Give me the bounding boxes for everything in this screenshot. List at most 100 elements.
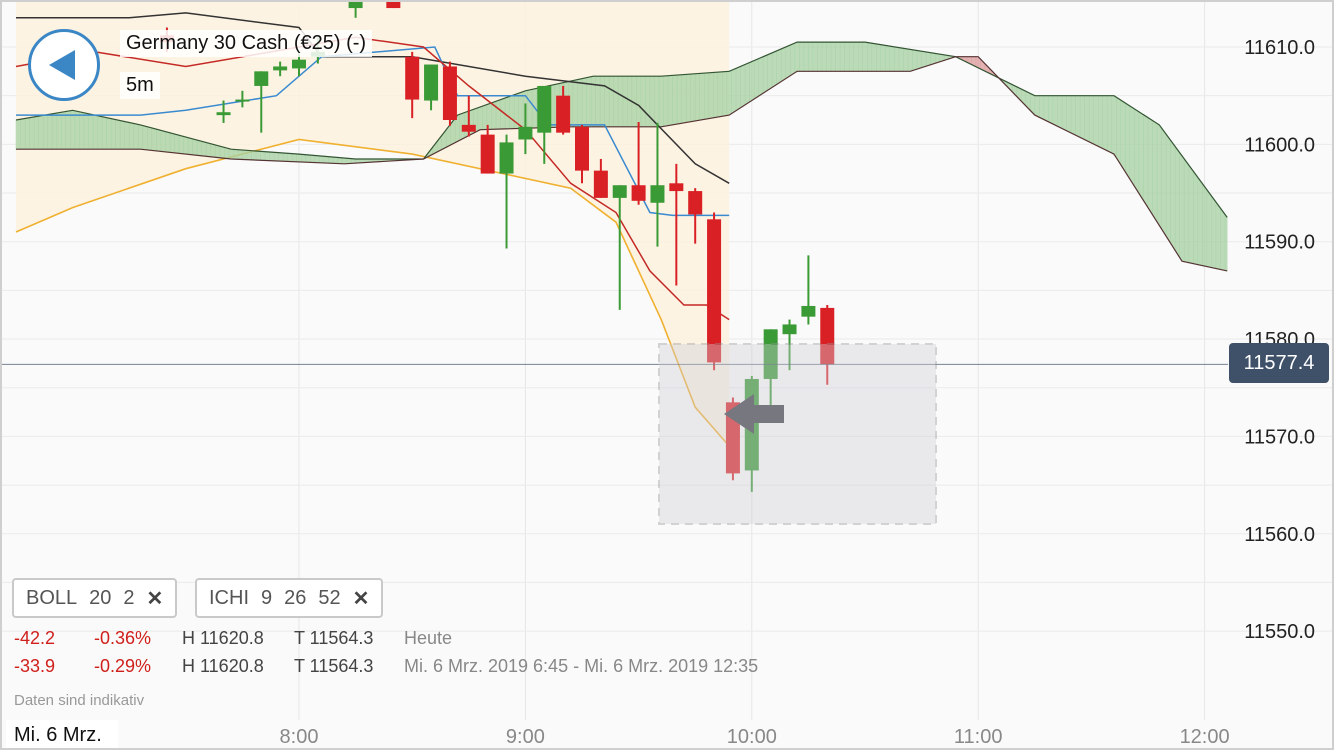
indicator-chip-boll[interactable]: BOLL 20 2 ✕ [12, 578, 178, 618]
cloud-segment [319, 155, 325, 164]
candle-body [273, 66, 288, 71]
cloud-segment [156, 128, 162, 152]
cloud-segment [722, 71, 728, 117]
cloud-segment [142, 125, 148, 151]
cloud-segment [224, 147, 230, 160]
cloud-segment [889, 45, 895, 72]
candle [216, 100, 231, 123]
cloud-segment [92, 114, 98, 150]
cloud-segment [79, 111, 85, 150]
cloud-segment [124, 121, 130, 150]
candle-body [405, 56, 420, 100]
cloud-segment [237, 149, 243, 160]
close-icon[interactable]: ✕ [352, 587, 370, 610]
cloud-segment [246, 150, 252, 161]
back-arrow-icon [49, 50, 75, 80]
back-button[interactable] [28, 29, 100, 101]
cloud-segment [38, 114, 44, 150]
x-tick-label: 9:00 [506, 726, 545, 748]
cloud-segment [323, 155, 329, 164]
candle-body [669, 183, 684, 192]
cloud-segment [785, 44, 791, 80]
candle [820, 304, 835, 385]
cloud-segment [622, 75, 628, 128]
cloud-segment [20, 118, 26, 150]
candle [461, 95, 476, 137]
cloud-segment [264, 151, 270, 161]
candle [386, 2, 401, 9]
cloud-segment [296, 153, 302, 163]
cloud-segment [1070, 95, 1076, 136]
candle [801, 255, 816, 325]
cloud-segment [844, 41, 850, 72]
cloud-segment [219, 145, 225, 159]
cloud-segment [24, 117, 30, 150]
cloud-segment [912, 49, 918, 72]
bollinger-lower [15, 138, 730, 447]
candle-body [612, 185, 627, 198]
cloud-segment [916, 50, 922, 70]
cloud-segment [581, 77, 587, 128]
cloud-segment [495, 99, 501, 130]
cloud-segment [871, 42, 877, 72]
y-tick-label: 11550.0 [1244, 621, 1315, 643]
cloud-segment [477, 105, 483, 132]
cloud-segment [862, 41, 868, 72]
indicator-chip-ichi[interactable]: ICHI 9 26 52 ✕ [195, 578, 384, 618]
cloud-segment [712, 71, 719, 119]
cloud-segment [1120, 99, 1126, 173]
change-percent: -0.36% [94, 628, 152, 648]
axis-labels: 11610.011600.011590.011580.011570.011560… [280, 37, 1315, 748]
candle-body [688, 191, 703, 215]
candle [612, 185, 627, 310]
cloud-segment [527, 88, 533, 129]
cloud-segment [1188, 164, 1194, 264]
cloud-segment [690, 73, 696, 123]
candle-body [763, 329, 778, 379]
candle-body [537, 85, 552, 133]
cloud-segment [894, 46, 900, 72]
cloud-segment [15, 118, 21, 150]
cloud-segment [1193, 170, 1199, 265]
cloud-segment [1043, 95, 1049, 123]
cloud-segment [672, 74, 678, 126]
cloud-segment [42, 114, 49, 150]
cloud-segment [269, 151, 275, 162]
close-icon[interactable]: ✕ [146, 587, 164, 610]
low-value: T 11564.3 [294, 628, 374, 648]
cloud-segment [287, 152, 293, 162]
cloud-segment [645, 75, 651, 128]
change-value: -42.2 [14, 628, 56, 648]
candle [480, 124, 495, 174]
candle-body [801, 305, 816, 317]
disclaimer-text: Daten sind indikativ [14, 692, 145, 709]
cloud-segment [56, 111, 62, 150]
indicator-param: 2 [123, 586, 135, 609]
candle-body [782, 324, 797, 335]
cloud-segment [676, 74, 682, 125]
cloud-segment [848, 41, 855, 72]
timeframe-label[interactable]: 5m [120, 72, 160, 99]
cloud-segment [1143, 114, 1149, 209]
cloud-segment [196, 139, 202, 157]
y-tick-label: 11600.0 [1244, 134, 1315, 156]
indicator-param: 52 [318, 586, 341, 609]
cloud-segment [604, 75, 610, 128]
cloud-segment [866, 42, 873, 72]
indicator-name: ICHI [209, 586, 249, 609]
cloud-segment [1084, 95, 1090, 143]
candle [254, 71, 269, 133]
cloud-segment [1134, 108, 1140, 195]
cloud-segment [880, 44, 886, 72]
cloud-segment [776, 48, 782, 86]
order-zone-box [658, 343, 937, 525]
indicator-name: BOLL [26, 586, 78, 609]
candle-body [480, 134, 495, 174]
cloud-segment [667, 75, 673, 127]
cloud-segment [201, 140, 207, 157]
candle-body [499, 142, 514, 174]
cloud-segment [771, 50, 778, 88]
candle [575, 124, 589, 184]
order-zone[interactable] [2, 343, 1228, 525]
